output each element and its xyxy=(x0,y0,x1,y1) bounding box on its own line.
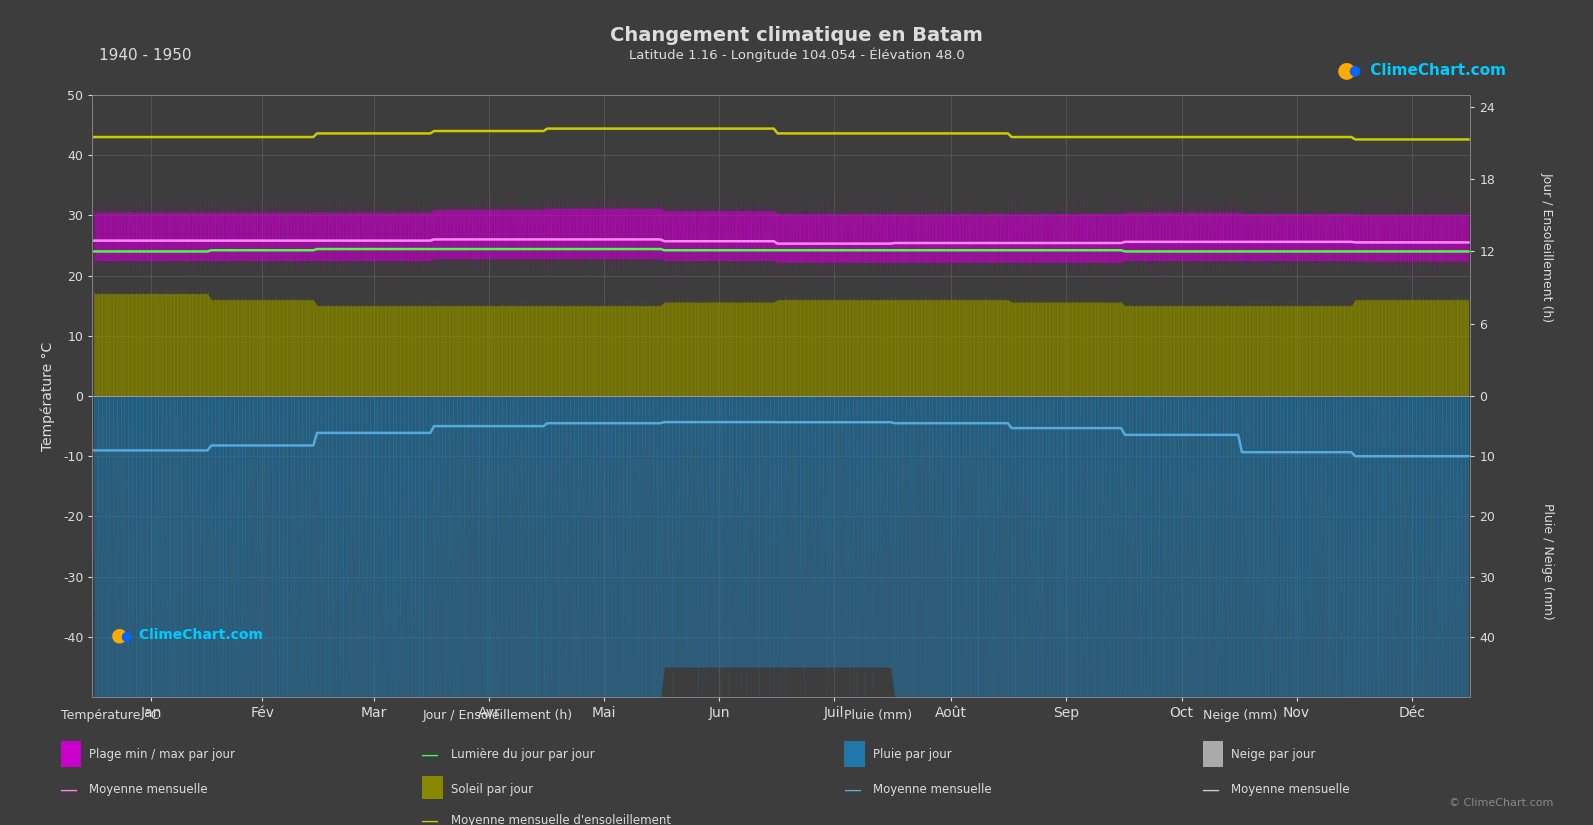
Text: Latitude 1.16 - Longitude 104.054 - Élévation 48.0: Latitude 1.16 - Longitude 104.054 - Élév… xyxy=(629,48,964,63)
Y-axis label: Température °C: Température °C xyxy=(40,342,54,450)
Text: Changement climatique en Batam: Changement climatique en Batam xyxy=(610,26,983,45)
Text: ●: ● xyxy=(1337,60,1356,80)
Text: Pluie / Neige (mm): Pluie / Neige (mm) xyxy=(1540,502,1555,620)
Text: Moyenne mensuelle: Moyenne mensuelle xyxy=(1231,783,1349,796)
Text: Plage min / max par jour: Plage min / max par jour xyxy=(89,748,236,761)
Text: —: — xyxy=(59,780,76,799)
Text: Pluie (mm): Pluie (mm) xyxy=(844,709,913,722)
Text: Température °C: Température °C xyxy=(61,709,159,722)
Text: Jour / Ensoleillement (h): Jour / Ensoleillement (h) xyxy=(1540,172,1555,323)
Text: —: — xyxy=(1201,780,1219,799)
Text: Soleil par jour: Soleil par jour xyxy=(451,783,534,796)
Text: Lumière du jour par jour: Lumière du jour par jour xyxy=(451,748,594,761)
Text: —: — xyxy=(421,746,438,764)
Text: —: — xyxy=(421,812,438,825)
Text: —: — xyxy=(843,780,860,799)
Text: Moyenne mensuelle: Moyenne mensuelle xyxy=(89,783,207,796)
Text: ClimeChart.com: ClimeChart.com xyxy=(134,629,263,642)
Text: ●: ● xyxy=(1348,64,1360,77)
Text: ClimeChart.com: ClimeChart.com xyxy=(1365,63,1507,78)
Text: © ClimeChart.com: © ClimeChart.com xyxy=(1448,799,1553,808)
Text: 1940 - 1950: 1940 - 1950 xyxy=(99,48,191,63)
Text: Pluie par jour: Pluie par jour xyxy=(873,748,951,761)
Text: ●: ● xyxy=(112,625,127,645)
Text: Moyenne mensuelle d'ensoleillement: Moyenne mensuelle d'ensoleillement xyxy=(451,814,671,825)
Text: Jour / Ensoleillement (h): Jour / Ensoleillement (h) xyxy=(422,709,572,722)
Text: ●: ● xyxy=(121,629,131,642)
Text: Neige par jour: Neige par jour xyxy=(1231,748,1316,761)
Text: Neige (mm): Neige (mm) xyxy=(1203,709,1278,722)
Text: Moyenne mensuelle: Moyenne mensuelle xyxy=(873,783,991,796)
